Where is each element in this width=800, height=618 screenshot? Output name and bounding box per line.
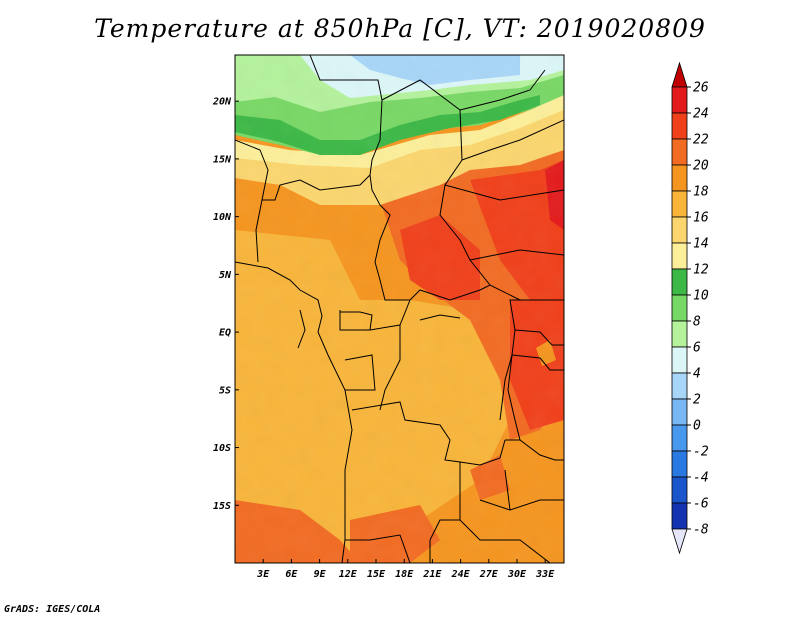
- colorbar-label: 18: [693, 185, 709, 200]
- lat-tick-label: EQ: [219, 328, 231, 339]
- lat-tick-label: 5N: [219, 270, 232, 281]
- colorbar-swatch: [671, 86, 688, 114]
- lon-tick-label: 27E: [479, 569, 499, 580]
- lon-tick-label: 30E: [507, 569, 527, 580]
- lat-tick-label: 15S: [213, 501, 231, 512]
- colorbar-label: 6: [693, 341, 701, 356]
- colorbar-under-triangle: [671, 528, 688, 555]
- country-borders: [235, 55, 564, 563]
- colorbar-swatch: [671, 502, 688, 530]
- colorbar-swatch: [671, 190, 688, 218]
- lat-tick-label: 20N: [212, 97, 232, 108]
- lon-tick-label: 24E: [451, 569, 471, 580]
- colorbar-swatch: [671, 164, 688, 192]
- colorbar-label: 2: [693, 393, 701, 408]
- grads-credit: GrADS: IGES/COLA: [4, 604, 101, 615]
- lon-tick-label: 18E: [395, 569, 414, 580]
- map-title: Temperature at 850hPa [C], VT: 201902080…: [94, 14, 706, 43]
- lon-tick-label: 6E: [285, 569, 298, 580]
- lon-tick-label: 9E: [314, 569, 327, 580]
- lat-tick-label: 5S: [219, 385, 231, 396]
- colorbar-label: 20: [693, 159, 709, 174]
- colorbar-label: 24: [693, 107, 709, 122]
- colorbar-swatch: [671, 398, 688, 426]
- lon-tick-label: 3E: [256, 569, 270, 580]
- colorbar-swatch: [671, 476, 688, 504]
- lat-tick-label: 10N: [213, 212, 232, 223]
- lon-tick-label: 12E: [339, 569, 358, 580]
- colorbar-swatch: [671, 112, 688, 140]
- colorbar-swatch: [671, 138, 688, 166]
- colorbar-label: 16: [693, 211, 709, 226]
- map-frame: [234, 54, 565, 564]
- colorbar-label: 4: [693, 367, 701, 382]
- colorbar-swatch: [671, 242, 688, 270]
- lon-tick-label: 33E: [535, 569, 555, 580]
- longitude-axis: 3E 6E 9E 12E 15E 18E 21E 24E 27E 30E 33E: [256, 559, 555, 580]
- colorbar-swatch: [671, 216, 688, 244]
- colorbar-label: 12: [693, 263, 709, 278]
- colorbar-swatch: [671, 346, 688, 374]
- latitude-axis: 20N 15N 10N 5N EQ 5S 10S 15S: [212, 97, 239, 512]
- colorbar-label: -6: [693, 497, 709, 512]
- colorbar-label: -2: [693, 445, 709, 460]
- colorbar-label: 10: [693, 289, 709, 304]
- lon-tick-label: 15E: [367, 569, 386, 580]
- colorbar-label: 0: [693, 419, 701, 434]
- colorbar-label: 14: [693, 237, 709, 252]
- colorbar-swatch: [671, 372, 688, 400]
- colorbar-label: 22: [693, 133, 709, 148]
- temperature-field: [235, 55, 564, 563]
- lat-tick-label: 10S: [213, 443, 231, 454]
- colorbar-swatch: [671, 294, 688, 322]
- colorbar-over-triangle: [671, 61, 688, 88]
- colorbar-label: -4: [693, 471, 709, 486]
- colorbar-swatch: [671, 320, 688, 348]
- colorbar-swatch: [671, 424, 688, 452]
- colorbar-swatch: [671, 450, 688, 478]
- colorbar-label: -8: [693, 523, 709, 538]
- colorbar-swatch: [671, 268, 688, 296]
- colorbar-label: 26: [693, 81, 709, 96]
- colorbar-label: 8: [693, 315, 701, 330]
- lon-tick-label: 21E: [422, 569, 442, 580]
- lat-tick-label: 15N: [213, 154, 232, 165]
